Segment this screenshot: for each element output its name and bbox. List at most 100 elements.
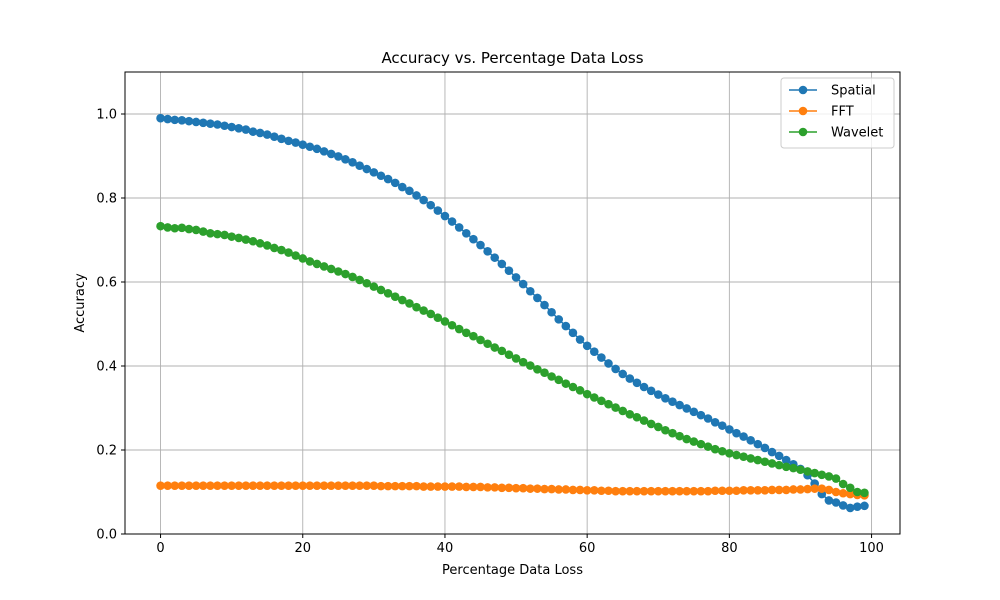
data-point-spatial <box>248 127 258 136</box>
data-point-wavelet <box>646 419 656 429</box>
data-point-wavelet <box>845 483 855 493</box>
data-point-wavelet <box>661 425 670 435</box>
data-point-wavelet <box>397 295 407 305</box>
data-point-wavelet <box>277 245 286 255</box>
data-point-wavelet <box>853 487 862 497</box>
data-point-spatial <box>746 436 755 445</box>
data-point-fft <box>341 481 350 491</box>
data-point-wavelet <box>717 446 727 456</box>
y-tick-label: 0.2 <box>96 444 117 459</box>
data-point-spatial <box>518 279 528 289</box>
data-point-wavelet <box>454 324 464 334</box>
data-point-spatial <box>582 341 592 351</box>
y-tick-label: 0.8 <box>96 192 117 207</box>
data-point-spatial <box>753 439 763 449</box>
data-point-spatial <box>604 359 613 368</box>
data-point-fft <box>447 482 457 491</box>
data-point-fft <box>817 484 827 493</box>
data-point-wavelet <box>476 335 485 345</box>
data-point-fft <box>653 486 663 496</box>
data-point-spatial <box>170 115 180 125</box>
data-point-spatial <box>483 247 492 256</box>
data-point-wavelet <box>305 257 315 266</box>
data-point-wavelet <box>298 254 308 263</box>
data-point-fft <box>255 481 265 491</box>
data-point-spatial <box>305 142 315 152</box>
data-point-spatial <box>618 369 628 379</box>
data-point-fft <box>213 481 222 491</box>
data-point-wavelet <box>618 406 628 416</box>
data-point-wavelet <box>184 224 194 234</box>
data-point-wavelet <box>234 233 244 243</box>
data-point-spatial <box>540 300 549 310</box>
data-point-spatial <box>703 414 713 423</box>
chart-title: Accuracy vs. Percentage Data Loss <box>381 49 643 67</box>
data-point-wavelet <box>597 396 606 406</box>
data-point-fft <box>461 482 471 492</box>
data-point-wavelet <box>831 474 841 483</box>
data-point-fft <box>312 481 322 491</box>
data-point-wavelet <box>469 331 478 341</box>
data-point-spatial <box>454 223 464 232</box>
data-point-fft <box>305 481 315 491</box>
data-point-spatial <box>853 502 862 512</box>
data-point-fft <box>845 489 855 499</box>
data-point-wavelet <box>270 243 279 253</box>
data-point-fft <box>483 483 492 492</box>
data-point-spatial <box>845 503 855 513</box>
data-point-wavelet <box>348 272 357 282</box>
data-point-spatial <box>447 217 457 226</box>
data-point-wavelet <box>817 470 827 480</box>
data-point-spatial <box>341 155 350 164</box>
plot-frame <box>124 71 901 535</box>
data-point-wavelet <box>789 463 798 473</box>
data-point-wavelet <box>191 225 201 235</box>
data-point-fft <box>397 481 407 491</box>
data-point-wavelet <box>334 267 343 276</box>
ticks: 0 20 40 60 80 100 0.0 0.2 0.4 0.6 0.8 1.0 <box>96 108 884 557</box>
data-point-spatial <box>725 425 734 434</box>
data-point-spatial <box>390 178 400 188</box>
data-point-fft <box>156 481 165 491</box>
data-point-fft <box>291 481 300 491</box>
data-point-fft <box>206 481 215 491</box>
data-point-spatial <box>319 147 329 156</box>
data-point-fft <box>611 486 620 496</box>
data-point-spatial <box>490 253 500 262</box>
data-point-fft <box>504 483 514 493</box>
data-point-spatial <box>284 136 293 146</box>
data-point-fft <box>668 486 677 496</box>
data-point-wavelet <box>241 235 251 244</box>
data-point-fft <box>803 484 812 494</box>
data-point-fft <box>383 481 393 491</box>
data-point-fft <box>198 481 208 491</box>
data-point-spatial <box>255 128 265 138</box>
x-tick-label: 60 <box>579 541 596 556</box>
data-point-fft <box>689 486 699 496</box>
data-point-spatial <box>732 428 741 438</box>
data-point-wavelet <box>739 452 748 462</box>
data-point-wavelet <box>291 251 300 260</box>
data-point-spatial <box>774 451 784 461</box>
data-point-wavelet <box>824 472 834 481</box>
data-point-spatial <box>632 378 642 388</box>
data-point-wavelet <box>582 389 592 399</box>
data-point-spatial <box>184 116 194 126</box>
data-point-spatial <box>369 168 379 177</box>
data-point-wavelet <box>440 317 450 326</box>
data-point-spatial <box>440 211 450 221</box>
data-point-spatial <box>860 501 869 511</box>
data-point-wavelet <box>803 467 812 476</box>
data-point-wavelet <box>262 241 272 250</box>
data-point-fft <box>390 481 400 491</box>
data-point-fft <box>753 486 763 495</box>
data-point-spatial <box>362 164 372 174</box>
data-point-fft <box>781 485 791 495</box>
data-point-fft <box>625 486 635 496</box>
data-point-fft <box>284 481 293 491</box>
data-point-fft <box>618 486 628 496</box>
data-point-wavelet <box>461 328 471 338</box>
data-point-wavelet <box>746 454 755 463</box>
series-layer <box>156 113 869 513</box>
data-point-fft <box>518 483 528 493</box>
